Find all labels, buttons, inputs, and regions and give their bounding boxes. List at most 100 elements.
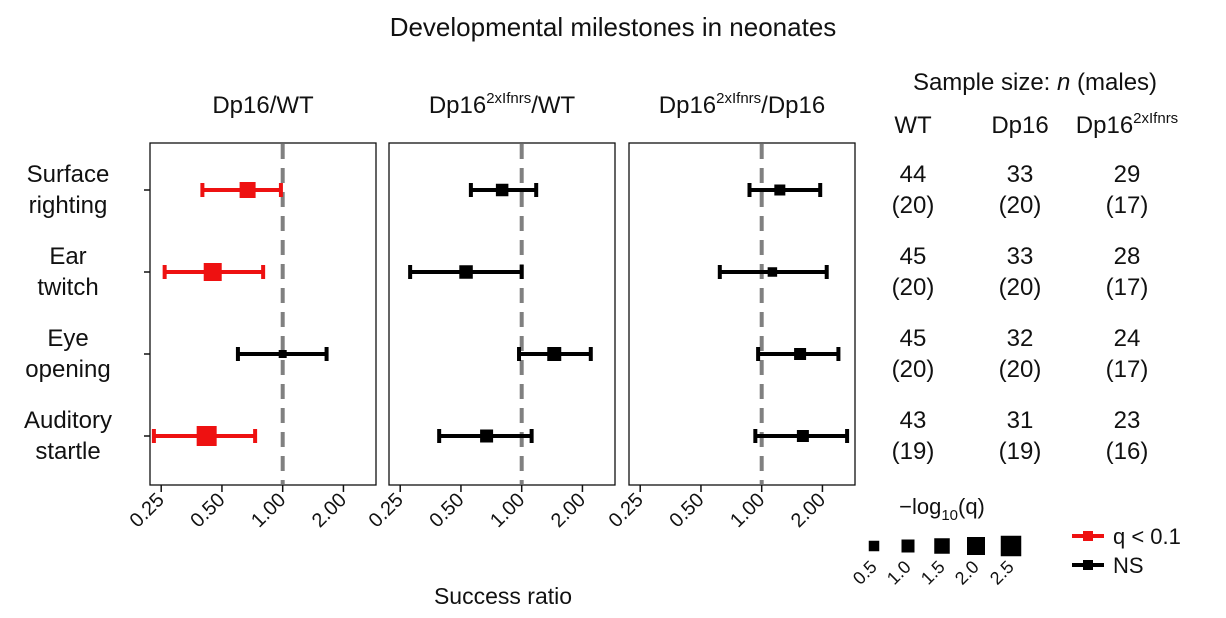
sample-table-header: WT bbox=[894, 112, 932, 139]
sample-males: (20) bbox=[999, 192, 1042, 219]
panel-title-rest: /WT bbox=[531, 92, 575, 119]
sample-count: 45 bbox=[900, 325, 927, 352]
sample-count: 32 bbox=[1007, 325, 1034, 352]
panel-title-rest: /WT bbox=[270, 92, 314, 119]
panel-title-superscript: 2xIfnrs bbox=[716, 90, 761, 107]
sample-males: (20) bbox=[892, 274, 935, 301]
x-tick-label: 0.50 bbox=[186, 489, 229, 532]
legend-size-square bbox=[868, 540, 880, 552]
legend-size-label: 1.5 bbox=[917, 557, 949, 589]
panel-title-rest: /Dp16 bbox=[761, 92, 825, 119]
x-tick-label: 0.25 bbox=[126, 489, 169, 532]
panel-title: Dp162xIfnrs/Dp16 bbox=[659, 90, 825, 119]
chart-title: Developmental milestones in neonates bbox=[390, 12, 837, 42]
x-tick-label: 2.00 bbox=[547, 489, 590, 532]
panel-frame bbox=[388, 142, 616, 486]
sample-table-header-base: WT bbox=[894, 112, 932, 139]
legend-ns-label: NS bbox=[1113, 553, 1144, 578]
point-estimate bbox=[480, 429, 494, 443]
point-estimate bbox=[239, 182, 256, 198]
x-tick-label: 2.00 bbox=[787, 489, 830, 532]
x-tick-label: 1.00 bbox=[726, 489, 769, 532]
panel-title-base: Dp16 bbox=[659, 92, 716, 119]
sample-count: 43 bbox=[900, 407, 927, 434]
x-tick-label: 1.00 bbox=[486, 489, 529, 532]
panel-frame bbox=[149, 142, 377, 486]
sample-males: (19) bbox=[999, 438, 1042, 465]
legend-size-square bbox=[901, 539, 915, 553]
panel-title-base: Dp16 bbox=[212, 92, 269, 119]
legend-size-label: 2.0 bbox=[951, 557, 983, 589]
sample-table-header: Dp162xIfnrs bbox=[1076, 110, 1178, 139]
x-tick-label: 0.50 bbox=[425, 489, 468, 532]
x-tick-label: 2.00 bbox=[308, 489, 351, 532]
sample-males: (17) bbox=[1106, 274, 1149, 301]
sample-count: 28 bbox=[1114, 243, 1141, 270]
point-estimate bbox=[794, 348, 807, 360]
point-estimate bbox=[196, 426, 217, 446]
sample-size-table: Sample size: n (males)WT Dp16 Dp162xIfnrs4… bbox=[892, 69, 1179, 465]
sample-count: 29 bbox=[1114, 161, 1141, 188]
legend-size-square bbox=[934, 538, 950, 554]
sample-table-title-n: n bbox=[1057, 69, 1070, 96]
sample-males: (17) bbox=[1106, 192, 1149, 219]
sample-count: 31 bbox=[1007, 407, 1034, 434]
row-label-line: righting bbox=[29, 192, 108, 219]
point-estimate bbox=[459, 265, 473, 279]
legend-size-label: 1.0 bbox=[883, 557, 915, 589]
point-estimate bbox=[774, 184, 786, 196]
legend-sig-square bbox=[1083, 531, 1093, 541]
legend-sig-label: q < 0.1 bbox=[1113, 524, 1181, 549]
row-label-line: startle bbox=[35, 438, 100, 465]
sample-table-header: Dp16 bbox=[991, 112, 1048, 139]
legend-size-label: 2.5 bbox=[986, 557, 1018, 589]
x-tick-label: 1.00 bbox=[247, 489, 290, 532]
point-estimate bbox=[796, 430, 809, 442]
panel-title: Dp162xIfnrs/WT bbox=[429, 90, 576, 119]
sample-males: (19) bbox=[892, 438, 935, 465]
legend: −log10(q) 0.5 1.0 1.5 2.0 2.5 q < 0.1 NS bbox=[849, 494, 1181, 589]
panel-title-base: Dp16 bbox=[429, 92, 486, 119]
row-label-line: Eye bbox=[47, 325, 88, 352]
legend-size-square bbox=[1000, 535, 1022, 557]
row-label-line: Ear bbox=[49, 243, 86, 270]
sample-males: (20) bbox=[999, 356, 1042, 383]
x-tick-label: 0.25 bbox=[605, 489, 648, 532]
point-estimate bbox=[278, 350, 287, 358]
point-estimate bbox=[495, 183, 509, 197]
sample-count: 33 bbox=[1007, 243, 1034, 270]
legend-q-title: −log10(q) bbox=[899, 494, 985, 524]
sample-males: (17) bbox=[1106, 356, 1149, 383]
row-label-line: twitch bbox=[37, 274, 98, 301]
sample-males: (16) bbox=[1106, 438, 1149, 465]
sample-table-header-base: Dp16 bbox=[991, 112, 1048, 139]
sample-table-header-superscript: 2xIfnrs bbox=[1133, 110, 1178, 127]
sample-table-title-post: (males) bbox=[1070, 69, 1157, 96]
panel-frame bbox=[628, 142, 856, 486]
x-axis-label: Success ratio bbox=[434, 583, 572, 609]
sample-count: 23 bbox=[1114, 407, 1141, 434]
panel: Dp16/WT 0.25 0.50 1.00 2.00 bbox=[126, 92, 377, 532]
sample-males: (20) bbox=[892, 192, 935, 219]
sample-table-header-base: Dp16 bbox=[1076, 112, 1133, 139]
panel: Dp162xIfnrs/WT 0.25 0.50 1.00 2.00 bbox=[365, 90, 616, 532]
legend-q-title-post: (q) bbox=[958, 494, 985, 519]
legend-size-square bbox=[967, 537, 985, 555]
x-tick-label: 0.25 bbox=[365, 489, 408, 532]
legend-q-title-subscript: 10 bbox=[941, 507, 958, 524]
row-label-line: Auditory bbox=[24, 407, 112, 434]
panel: Dp162xIfnrs/Dp16 0.25 0.50 1.00 2.00 bbox=[605, 90, 856, 532]
point-estimate bbox=[767, 267, 778, 277]
row-labels: Surface righting Ear twitch Eye opening Audito… bbox=[24, 161, 150, 465]
sample-males: (20) bbox=[892, 356, 935, 383]
forest-panels: Dp16/WT0.25 0.50 1.00 2.00Dp162xIfnrs/WT0.2… bbox=[126, 90, 856, 532]
sample-males: (20) bbox=[999, 274, 1042, 301]
x-tick-label: 0.50 bbox=[665, 489, 708, 532]
sample-count: 33 bbox=[1007, 161, 1034, 188]
sample-table-title: Sample size: n (males) bbox=[913, 69, 1157, 96]
point-estimate bbox=[203, 263, 222, 281]
point-estimate bbox=[547, 347, 562, 361]
legend-ns-square bbox=[1083, 560, 1093, 570]
sample-table-title-pre: Sample size: bbox=[913, 69, 1057, 96]
